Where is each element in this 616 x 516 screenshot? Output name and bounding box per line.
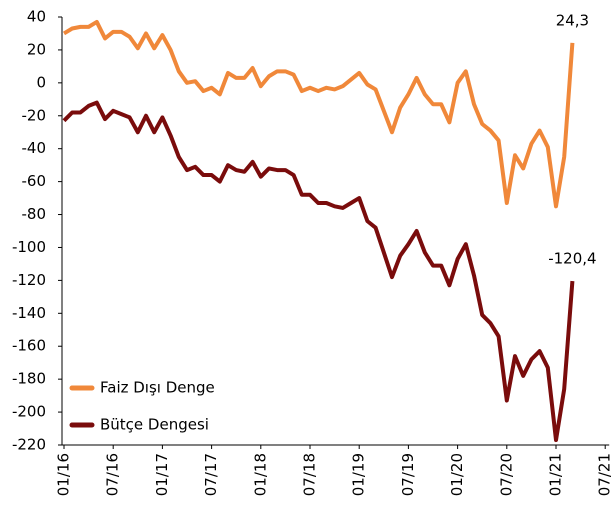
x-tick-label: 07/20 bbox=[497, 453, 515, 496]
value-label: 24,3 bbox=[556, 11, 589, 29]
x-tick-label: 07/19 bbox=[399, 453, 417, 496]
x-tick-label: 07/18 bbox=[301, 453, 319, 496]
y-tick-label: -120 bbox=[12, 271, 46, 289]
series-line bbox=[62, 100, 575, 443]
y-tick-label: -200 bbox=[12, 403, 46, 421]
y-tick-label: -80 bbox=[22, 205, 47, 223]
x-tick-label: 01/21 bbox=[547, 453, 565, 496]
value-label: -120,4 bbox=[548, 250, 596, 268]
legend-label: Bütçe Dengesi bbox=[100, 416, 209, 434]
legend-label: Faiz Dışı Denge bbox=[100, 379, 215, 397]
y-tick-label: -60 bbox=[22, 172, 47, 190]
x-tick-label: 01/19 bbox=[350, 453, 368, 496]
y-tick-label: -140 bbox=[12, 304, 46, 322]
x-tick-label: 07/16 bbox=[104, 453, 122, 496]
y-tick-label: 40 bbox=[27, 8, 46, 26]
y-tick-label: -180 bbox=[12, 370, 46, 388]
x-tick-label: 01/16 bbox=[55, 453, 73, 496]
y-tick-label: 20 bbox=[27, 40, 46, 58]
y-tick-label: 0 bbox=[36, 73, 46, 91]
y-tick-label: -160 bbox=[12, 337, 46, 355]
y-tick-label: -40 bbox=[22, 139, 47, 157]
x-tick-label: 01/18 bbox=[251, 453, 269, 496]
series-line bbox=[62, 19, 575, 209]
y-tick-label: -220 bbox=[12, 436, 46, 454]
x-tick-label: 01/17 bbox=[153, 453, 171, 496]
y-tick-label: -20 bbox=[22, 106, 47, 124]
x-tick-label: 07/17 bbox=[202, 453, 220, 496]
y-tick-label: -100 bbox=[12, 238, 46, 256]
x-tick-label: 07/21 bbox=[596, 453, 614, 496]
x-tick-label: 01/20 bbox=[448, 453, 466, 496]
